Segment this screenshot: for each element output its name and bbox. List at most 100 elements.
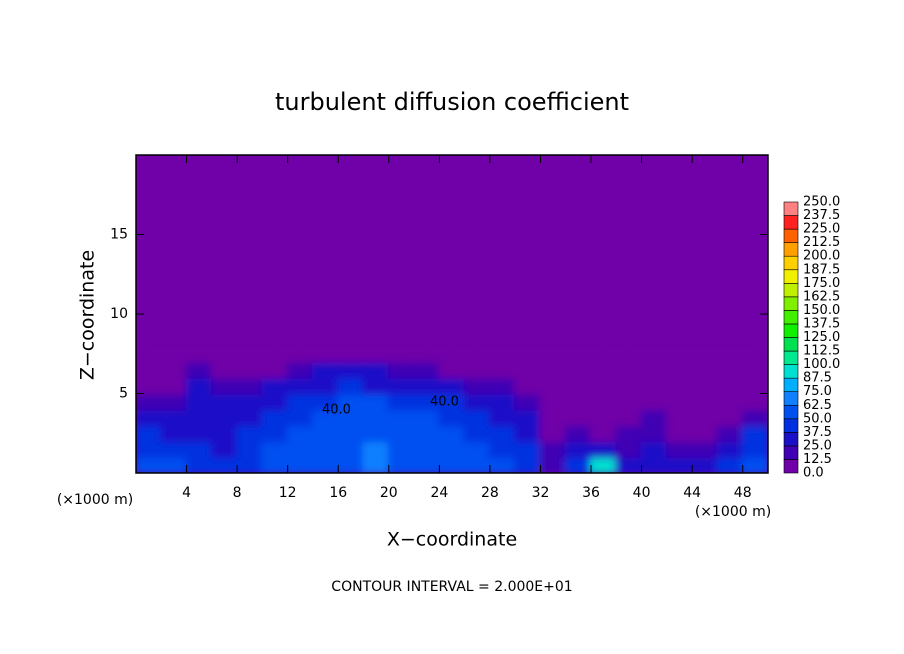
colorbar-label: 25.0 [803,438,832,453]
cell [286,344,314,363]
cell [160,440,188,459]
cell [438,344,466,363]
cell [564,360,593,379]
x-tick-label: 24 [430,485,448,501]
colorbar-label: 150.0 [803,303,840,318]
cell [236,440,264,459]
y-tick-label: 5 [119,386,128,402]
colorbar-box [783,445,799,460]
cell [387,424,416,443]
cell [286,392,314,411]
cell [741,376,768,395]
cell [615,376,643,395]
cell [691,456,719,473]
cell [387,392,416,411]
colorbar-label: 62.5 [803,398,832,413]
cell [160,392,188,411]
cell [438,408,466,427]
cell [691,360,719,379]
colorbar-label: 162.5 [803,289,840,304]
cell [438,360,466,379]
cell [691,424,719,443]
colorbar-label: 75.0 [803,384,832,399]
cell [362,408,390,427]
cell [185,424,213,443]
cell [236,456,264,473]
cell [413,456,441,473]
cell [590,424,618,443]
colorbar-label: 175.0 [803,276,840,291]
cell [488,392,517,411]
colorbar-box [783,377,799,392]
cell [539,392,567,411]
cell [539,344,567,363]
cell [236,408,264,427]
cell [362,392,390,411]
colorbar-box [783,282,799,298]
cell [463,456,491,473]
colorbar-box [783,215,799,230]
cell [590,376,618,395]
cell [514,440,542,459]
cell [362,424,390,443]
contour-label: 40.0 [322,403,351,418]
cell [691,440,719,459]
cell [413,440,441,459]
cell [691,392,719,411]
chart-title: turbulent diffusion coefficient [275,88,629,116]
cell [716,440,744,459]
cell [488,408,517,427]
cell [665,456,694,473]
cell [311,392,340,411]
x-tick-label: 36 [582,485,600,501]
cell [261,456,289,473]
cell [362,376,390,395]
cell [286,376,314,395]
cell [286,408,314,427]
cell [286,440,314,459]
cell [261,344,289,363]
cell [539,408,567,427]
cell [261,376,289,395]
cell [210,440,239,459]
cell [136,344,163,363]
cell [413,376,441,395]
cell [185,408,213,427]
cell [741,392,768,411]
cell [337,376,365,395]
plot-area [136,155,768,473]
cell [160,360,188,379]
cell [590,456,618,473]
colorbar-box [783,323,799,338]
colorbar-label: 50.0 [803,411,832,426]
cell [640,344,668,363]
x-tick-label: 32 [532,485,550,501]
cell [413,344,441,363]
cell [716,376,744,395]
cell [539,424,567,443]
cell [539,360,567,379]
cell [564,392,593,411]
colorbar-label: 37.5 [803,425,832,440]
cell [514,392,542,411]
cell [286,360,314,379]
x-tick-label: 28 [481,485,499,501]
colorbar-label: 100.0 [803,357,840,372]
cell [261,392,289,411]
cell [463,360,491,379]
cell [539,440,567,459]
colorbar-label: 237.5 [803,208,840,223]
cell [640,376,668,395]
cell [640,360,668,379]
cell [362,440,390,459]
cell [413,424,441,443]
cell [590,408,618,427]
cell [160,408,188,427]
cell [236,392,264,411]
cell [615,408,643,427]
cell [640,440,668,459]
cell [716,408,744,427]
cell [564,440,593,459]
colorbar-label: 200.0 [803,249,840,264]
